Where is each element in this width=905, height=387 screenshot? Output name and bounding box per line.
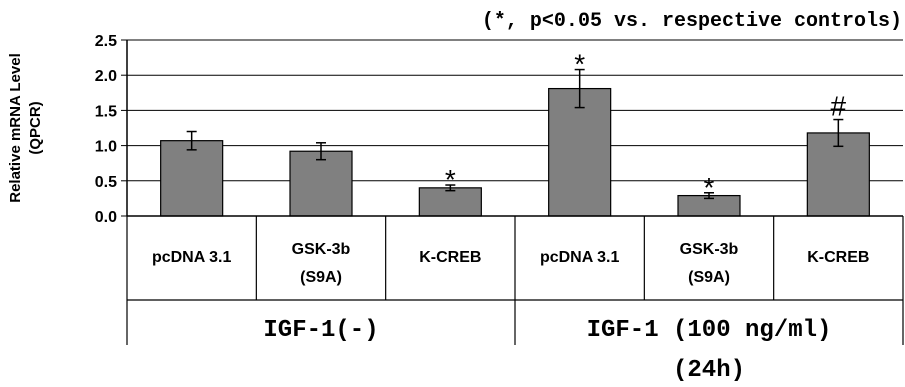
y-tick-label: 2.0 — [95, 68, 117, 85]
category-label: K-CREB — [419, 249, 481, 266]
category-label: pcDNA 3.1 — [152, 249, 232, 266]
category-label: GSK-3b — [292, 241, 351, 258]
significance-marker: # — [831, 91, 847, 122]
error-bar — [833, 118, 844, 148]
significance-marker: * — [574, 49, 585, 80]
significance-note: (*, p<0.05 vs. respective controls) — [482, 10, 902, 33]
category-label: (S9A) — [688, 269, 730, 286]
category-table: pcDNA 3.1 GSK-3b (S9A) K-CREB pcDNA 3.1 GSK-3… — [126, 216, 904, 384]
bars: * * * # — [160, 49, 870, 217]
y-tick-label: 0.0 — [95, 209, 117, 226]
bar — [548, 87, 612, 217]
y-tick-label: 0.5 — [95, 174, 117, 191]
category-label: K-CREB — [807, 249, 869, 266]
y-tick-label: 1.0 — [95, 139, 117, 156]
significance-marker: * — [704, 172, 715, 203]
error-bar — [445, 184, 456, 192]
error-bar — [186, 130, 197, 151]
error-bar — [574, 68, 585, 109]
y-tick-label: 1.5 — [95, 103, 117, 120]
y-axis-ticks: 0.0 0.5 1.0 1.5 2.0 2.5 — [95, 33, 127, 226]
category-label: pcDNA 3.1 — [540, 249, 620, 266]
y-axis-label-line: (QPCR) — [27, 101, 44, 154]
category-label: GSK-3b — [680, 241, 739, 258]
error-bar — [316, 142, 326, 161]
group-label: IGF-1 (100 ng/ml) — [587, 317, 832, 344]
y-axis-label: Relative mRNA Level (QPCR) — [7, 53, 44, 203]
y-tick-label: 2.5 — [95, 33, 117, 50]
category-label: (S9A) — [300, 269, 342, 286]
bar — [160, 140, 224, 217]
y-axis-label-line: Relative mRNA Level — [7, 53, 24, 203]
group-label: (24h) — [673, 357, 745, 384]
error-bar — [704, 192, 714, 200]
significance-marker: * — [445, 164, 456, 195]
group-label: IGF-1(-) — [263, 317, 378, 344]
axes — [126, 40, 903, 217]
bar — [289, 150, 353, 217]
gridlines — [127, 39, 903, 182]
